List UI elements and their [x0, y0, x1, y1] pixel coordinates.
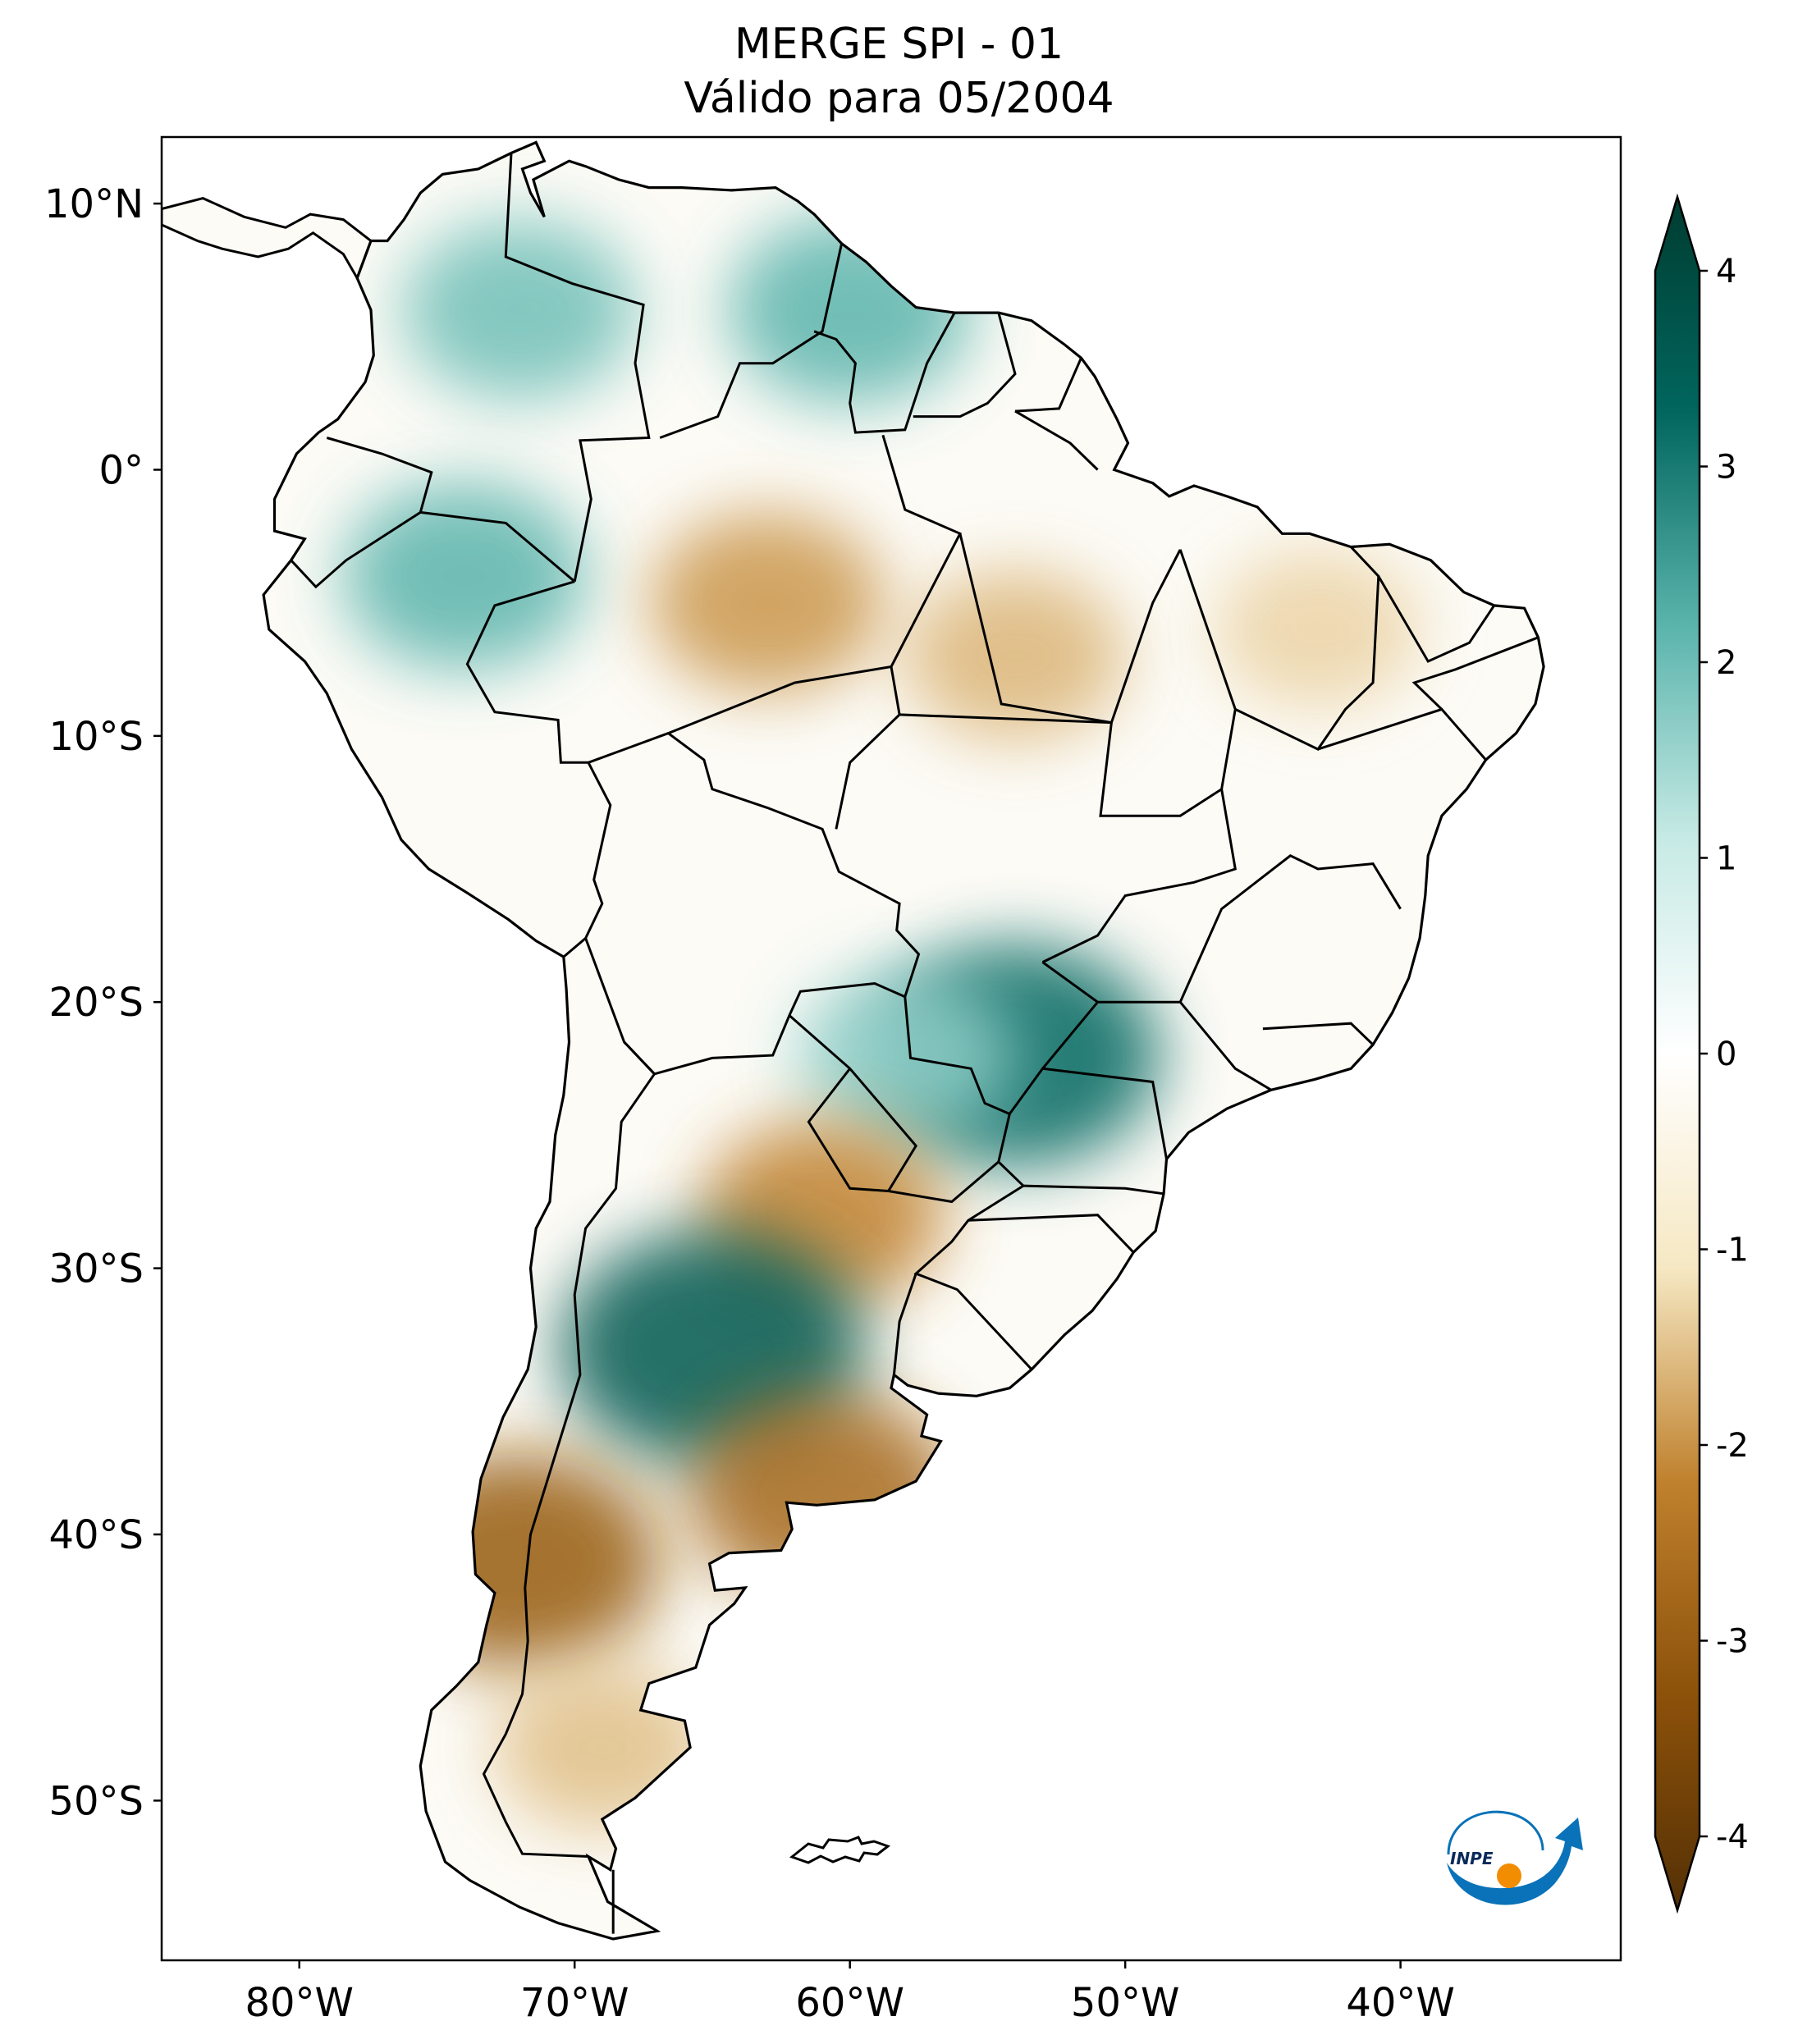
border-line-30 [1023, 1184, 1164, 1196]
border-line-23 [1234, 546, 1380, 752]
lon-tick-label-3: 50°W [1071, 1980, 1180, 2026]
border-line-33 [807, 1068, 889, 1192]
spi-anomaly-3 [650, 513, 885, 693]
country-borders [290, 153, 1539, 1934]
border-line-0 [504, 153, 651, 582]
border-line-1 [659, 243, 844, 439]
border-line-10 [482, 1040, 657, 1858]
border-line-29 [1042, 1067, 1168, 1159]
logo-text: INPE [1450, 1849, 1494, 1868]
colorbar-bar [1654, 193, 1701, 1914]
lat-tick-label-2: 10°S [48, 714, 144, 760]
lat-tick-label-5: 40°S [48, 1512, 144, 1558]
map-subtitle: Válido para 05/2004 [684, 74, 1114, 123]
border-line-8 [588, 731, 921, 998]
border-line-6 [465, 580, 588, 764]
border-line-18 [1014, 409, 1099, 471]
colorbar-tick-label-4: 0 [1716, 1036, 1736, 1073]
border-line-4 [1014, 357, 1082, 413]
colorbar-tick-label-2: 2 [1716, 644, 1736, 682]
border-line-14 [892, 1273, 917, 1375]
colorbar-tick-label-0: 4 [1716, 253, 1736, 290]
border-line-31 [968, 1214, 1135, 1254]
lat-tick-label-0: 10°N [44, 181, 144, 227]
colorbar-tick-label-8: -4 [1716, 1818, 1749, 1856]
border-line-21 [1041, 789, 1237, 963]
lon-tick-label-1: 70°W [520, 1980, 629, 2026]
coastline [262, 140, 1545, 1941]
latitude-axis: 10°N 0° 10°S 20°S 30°S 40°S 50°S [44, 181, 162, 1824]
colorbar-tick-label-1: 3 [1716, 449, 1736, 487]
central-america-isthmus [162, 197, 373, 281]
border-line-27 [1179, 1001, 1272, 1091]
border-line-34 [420, 510, 576, 583]
colorbar-tick-label-7: -3 [1716, 1623, 1749, 1661]
border-line-16 [835, 713, 901, 830]
falkland-islands [789, 1836, 891, 1864]
border-line-2 [813, 312, 956, 434]
colorbar: 4 3 2 1 0 -1 -2 -3 -4 [1654, 193, 1749, 1914]
lon-tick-label-4: 40°W [1346, 1980, 1455, 2026]
lat-tick-label-4: 30°S [48, 1246, 144, 1292]
lon-tick-label-2: 60°W [795, 1980, 904, 2026]
spi-anomaly-2 [342, 482, 587, 670]
spi-anomaly-field [342, 216, 1421, 1831]
logo-swoosh [1447, 1818, 1583, 1905]
logo-orange-dot [1497, 1863, 1521, 1888]
lat-tick-label-3: 20°S [48, 980, 144, 1026]
border-line-22 [1041, 854, 1402, 1004]
map-frame [160, 135, 1622, 1962]
inpe-logo: INPE [1447, 1810, 1583, 1905]
border-line-3 [913, 312, 1017, 418]
spi-anomaly-5 [1215, 550, 1421, 709]
lon-tick-label-0: 80°W [245, 1980, 354, 2026]
colorbar-tick-label-3: 1 [1716, 840, 1736, 878]
logo-orbit-arc [1447, 1810, 1544, 1855]
spi-anomaly-7 [794, 971, 1015, 1141]
colorbar-tick-label-6: -2 [1716, 1427, 1749, 1465]
colorbar-tick-label-5: -1 [1716, 1232, 1749, 1269]
spi-anomaly-4 [905, 571, 1125, 741]
lat-tick-label-6: 50°S [48, 1778, 144, 1824]
border-line-7 [562, 761, 612, 958]
spi-anomaly-0 [402, 220, 637, 400]
map-title: MERGE SPI - 01 [734, 20, 1064, 69]
border-line-25 [1411, 636, 1539, 711]
border-line-26 [1377, 575, 1495, 663]
longitude-axis: 80°W 70°W 60°W 50°W 40°W [245, 1960, 1455, 2026]
lat-tick-label-1: 0° [98, 447, 144, 493]
colorbar-ticks: 4 3 2 1 0 -1 -2 -3 -4 [1700, 253, 1749, 1856]
border-line-32 [1262, 1022, 1375, 1046]
